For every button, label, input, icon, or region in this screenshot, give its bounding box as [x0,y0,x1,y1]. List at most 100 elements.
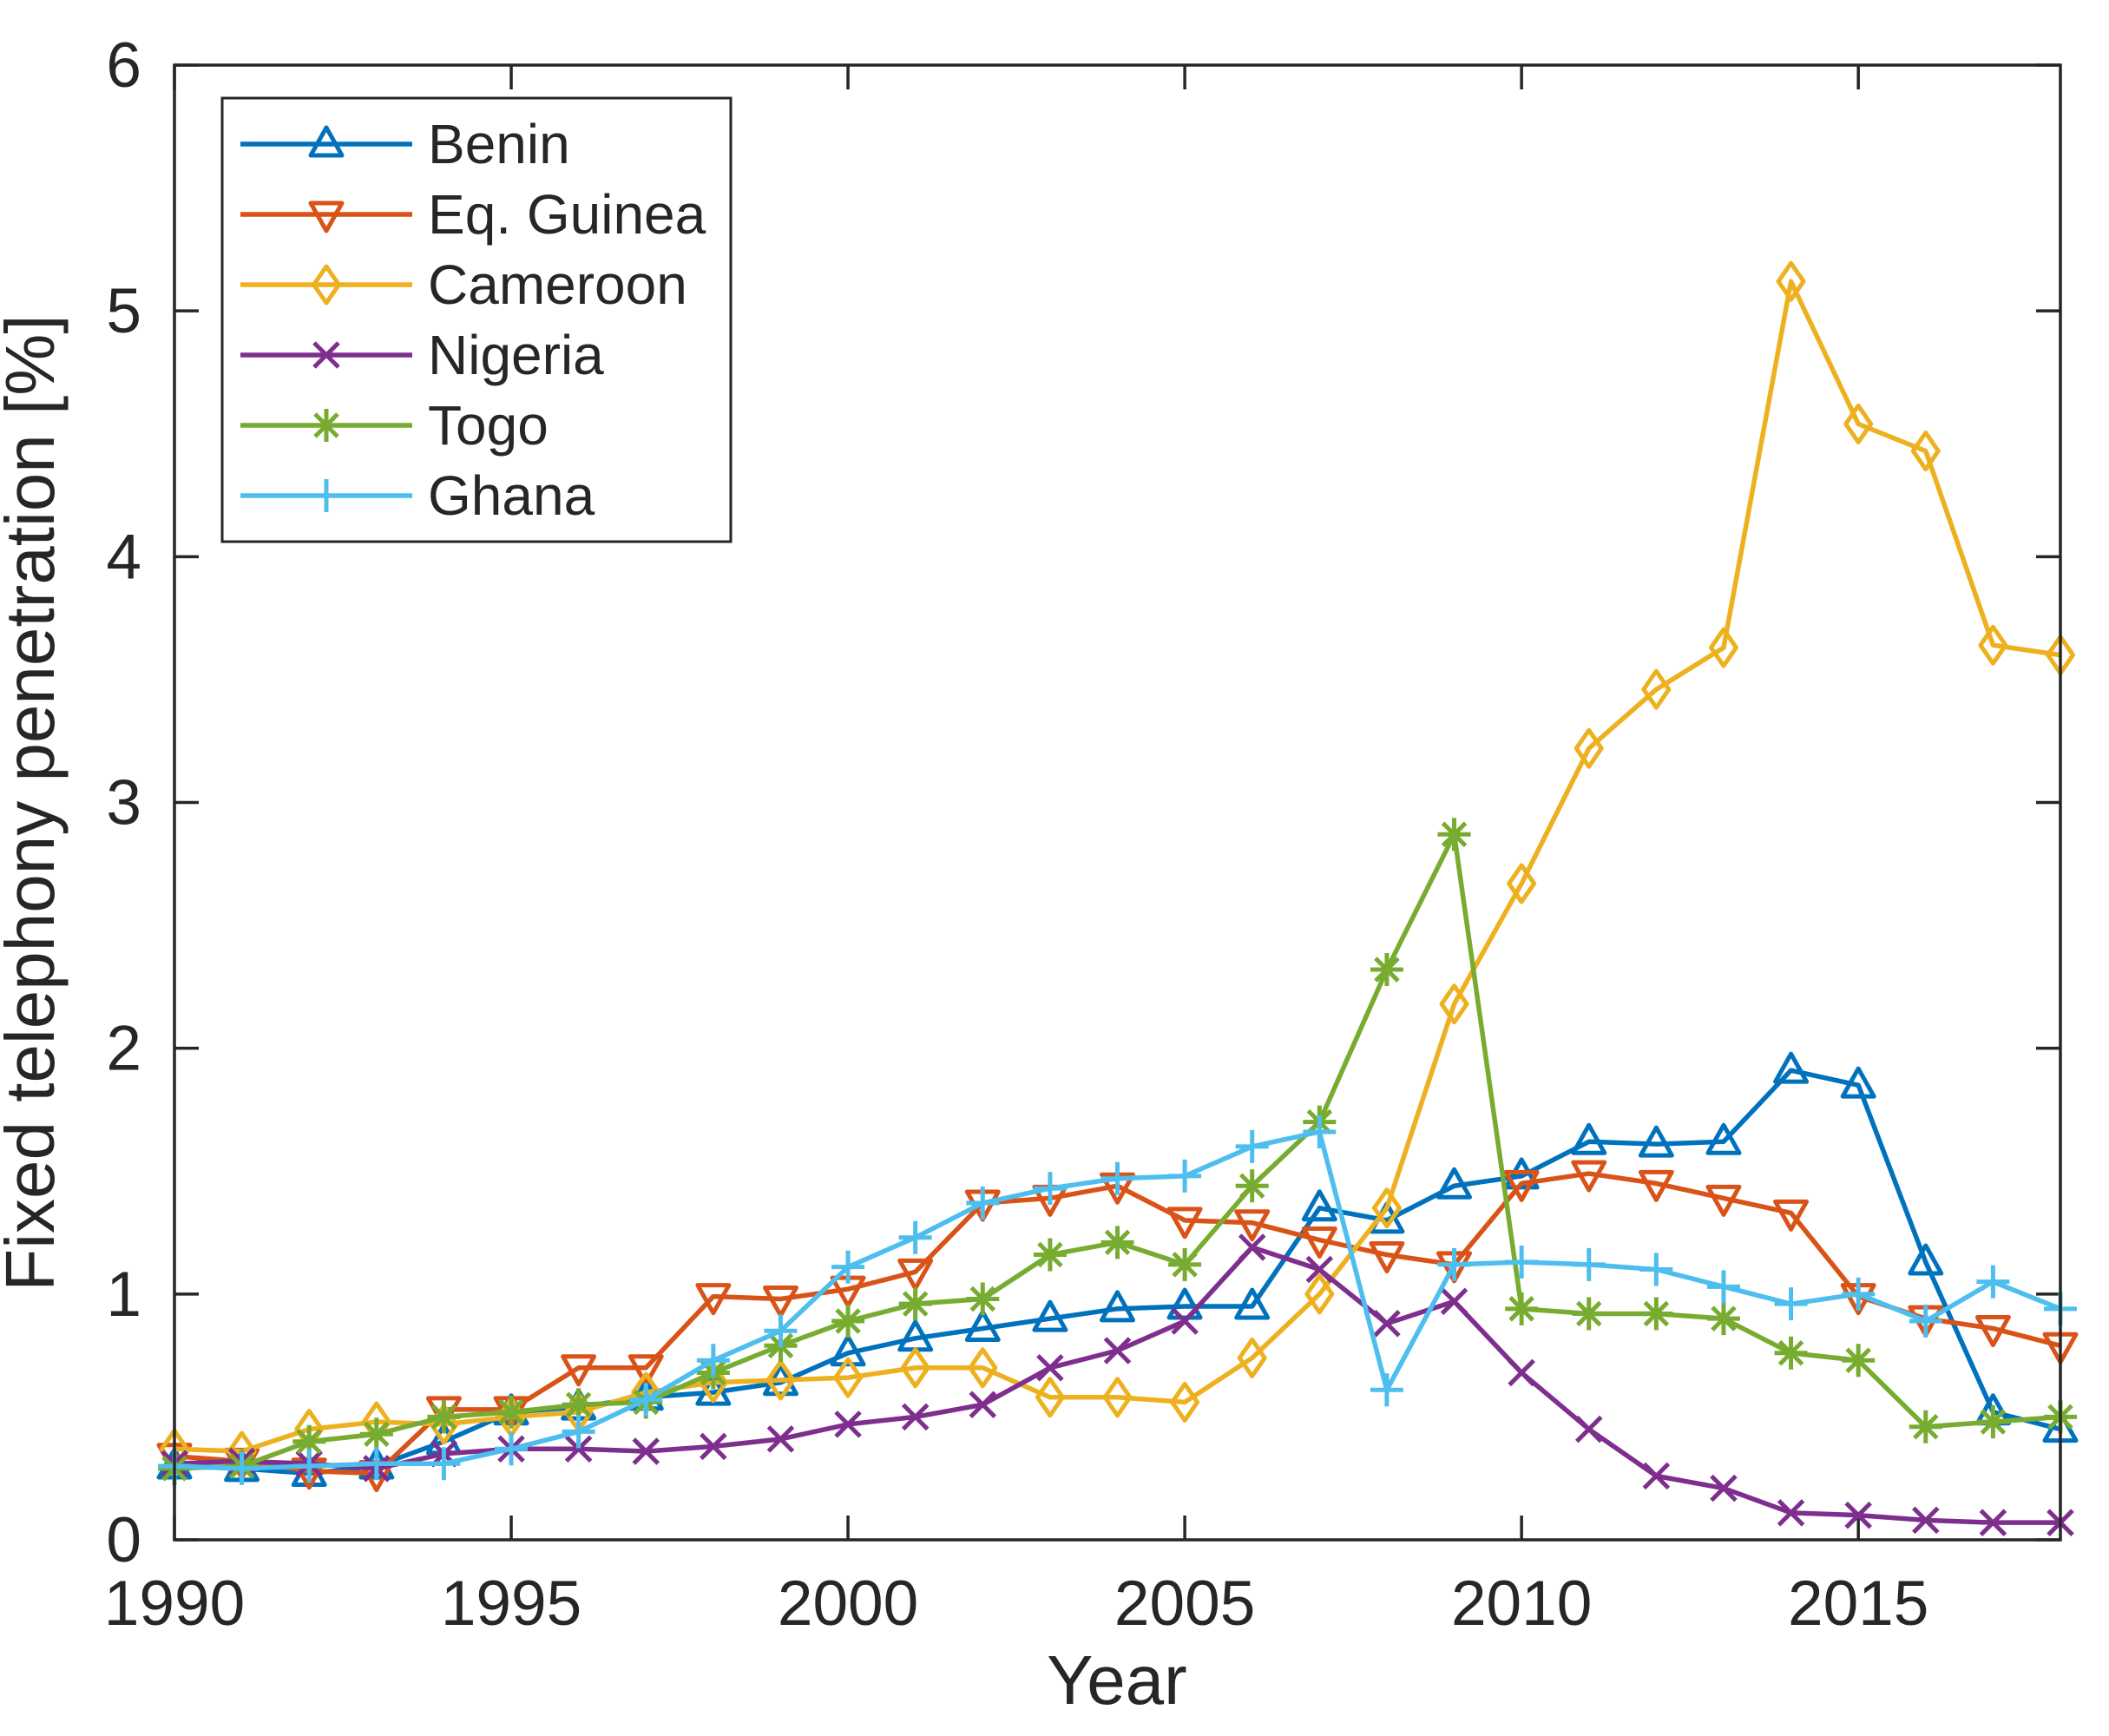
legend-box [220,96,733,543]
x-marker-icon [1642,1462,1671,1490]
diamond-marker-icon [1776,260,1806,302]
triangle-down-marker-icon [1503,1169,1540,1202]
asterisk-marker-icon [495,1395,529,1429]
asterisk-marker-icon [1437,818,1471,852]
diamond-marker-icon [1978,624,2008,666]
diamond-marker-icon [968,1347,998,1389]
y-tick-label: 3 [106,768,141,838]
plus-marker-icon [1774,1287,1808,1321]
x-marker-icon [1508,1358,1535,1387]
x-marker-icon [766,1425,795,1453]
triangle-up-marker-icon [308,125,345,158]
triangle-up-marker-icon [964,1309,1001,1342]
diamond-marker-icon [900,1347,930,1389]
plus-marker-icon [1370,1373,1403,1407]
asterisk-marker-icon [1909,1410,1942,1443]
asterisk-marker-icon [1976,1405,2010,1439]
diamond-marker-icon [833,1357,864,1398]
plus-marker-icon [898,1220,932,1254]
asterisk-marker-icon [898,1287,932,1321]
triangle-up-marker-icon [1840,1066,1876,1099]
x-marker-icon [1979,1509,2007,1536]
asterisk-marker-icon [966,1282,1000,1316]
x-marker-icon [564,1435,593,1463]
x-marker-icon [1036,1354,1064,1382]
asterisk-marker-icon [562,1388,595,1422]
asterisk-marker-icon [427,1400,461,1434]
diamond-marker-icon [1574,727,1604,769]
asterisk-marker-icon [1639,1297,1673,1331]
x-tick-label: 2005 [1114,1568,1255,1639]
plus-marker-icon [562,1415,595,1449]
y-tick-label: 5 [106,276,141,346]
diamond-marker-icon [765,1359,796,1401]
triangle-up-marker-icon [1571,1122,1607,1155]
legend-item-benin: Benin [240,113,570,175]
asterisk-marker-icon [1235,1169,1269,1203]
x-tick-label: 1995 [441,1568,581,1639]
triangle-down-marker-icon [1234,1209,1271,1242]
triangle-down-marker-icon [1705,1184,1742,1217]
x-marker-icon [1171,1307,1199,1335]
triangle-up-marker-icon [1301,1189,1337,1222]
legend-item-eq-guinea: Eq. Guinea [240,183,706,246]
plus-marker-icon [831,1250,865,1284]
x-tick-label: 1990 [104,1568,245,1639]
x-marker-icon [901,1403,930,1431]
plus-marker-icon [1168,1159,1202,1193]
legend-item-ghana: Ghana [240,464,595,527]
x-tick-label: 2015 [1788,1568,1928,1639]
triangle-down-marker-icon [1974,1314,2011,1347]
triangle-down-marker-icon [897,1258,934,1291]
plus-marker-icon [696,1344,730,1378]
diamond-marker-icon [1371,1187,1402,1229]
asterisk-marker-icon [292,1424,326,1458]
y-tick-label: 1 [106,1259,141,1330]
asterisk-marker-icon [1100,1226,1134,1259]
legend-item-nigeria: Nigeria [240,324,604,386]
legend: Benin Eq. Guinea Cameroon Nigeria Togo Ghana [220,96,733,543]
y-tick-label: 0 [106,1505,141,1575]
triangle-down-marker-icon [1369,1241,1405,1274]
triangle-up-marker-icon [1436,1167,1473,1200]
plus-marker-icon [1639,1253,1673,1286]
plus-marker-icon [310,479,343,512]
x-tick-label: 2000 [778,1568,918,1639]
diamond-marker-icon [1035,1377,1065,1418]
legend-label: Nigeria [428,324,604,386]
plus-marker-icon [1235,1129,1269,1163]
y-tick-label: 4 [106,522,141,592]
triangle-down-marker-icon [1571,1160,1607,1193]
plus-marker-icon [1909,1304,1942,1338]
triangle-up-marker-icon [1638,1125,1674,1158]
asterisk-marker-icon [1842,1344,1876,1378]
diamond-marker-icon [1910,431,1941,472]
x-marker-icon [1305,1255,1334,1284]
asterisk-marker-icon [359,1417,393,1451]
triangle-up-marker-icon [1032,1299,1068,1332]
legend-label: Eq. Guinea [428,183,706,246]
triangle-up-marker-icon [1100,1290,1135,1323]
plus-marker-icon [427,1447,461,1481]
asterisk-marker-icon [1168,1247,1202,1281]
diamond-marker-icon [1439,983,1469,1025]
triangle-down-marker-icon [561,1354,597,1387]
plus-marker-icon [966,1187,1000,1220]
asterisk-marker-icon [1706,1302,1740,1336]
series-lines [156,260,2079,1536]
triangle-down-marker-icon [308,201,345,233]
x-marker-icon [1912,1506,1940,1535]
triangle-down-marker-icon [1166,1207,1203,1240]
diamond-marker-icon [1304,1273,1335,1315]
legend-item-cameroon: Cameroon [240,253,687,316]
triangle-down-marker-icon [762,1286,798,1318]
plus-marker-icon [1976,1265,2010,1299]
plus-marker-icon [1572,1247,1606,1281]
x-marker-icon [1238,1233,1266,1261]
x-marker-icon [1574,1415,1603,1443]
legend-label: Cameroon [428,253,687,316]
series-togo [158,818,2077,1485]
plus-marker-icon [1842,1277,1876,1311]
